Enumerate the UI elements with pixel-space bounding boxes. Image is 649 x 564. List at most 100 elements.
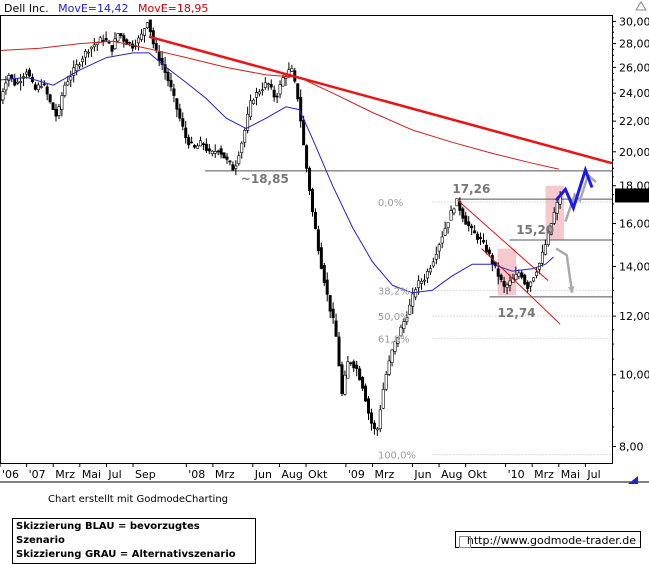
candle-body — [481, 240, 485, 243]
candle-body — [399, 326, 403, 337]
candle-body — [193, 145, 197, 148]
x-tick-label: Jun — [413, 468, 431, 481]
candle-body — [237, 155, 241, 164]
candle-body — [140, 33, 144, 40]
candle-body — [207, 148, 211, 152]
x-tick-label: Mai — [82, 468, 101, 481]
candle-body — [48, 94, 52, 103]
candle-body — [69, 76, 73, 81]
candle-body — [343, 374, 347, 395]
candle-body — [13, 78, 17, 86]
candle-body — [523, 274, 527, 285]
candle-body — [308, 167, 312, 192]
x-tick-label: '06 — [2, 468, 19, 481]
y-tick-label: 20,00 — [619, 146, 649, 159]
candle-body — [225, 156, 229, 160]
y-tick-label: 28,00 — [619, 38, 649, 51]
candle-body — [396, 337, 400, 344]
candle-body — [325, 279, 329, 295]
candle-body — [390, 349, 394, 364]
candle-body — [25, 71, 29, 75]
candle-body — [254, 92, 258, 98]
candle-body — [349, 362, 353, 364]
x-tick-label: Jul — [586, 468, 600, 481]
title-symbol: Dell Inc. — [4, 2, 49, 15]
y-tick-label: 26,00 — [619, 61, 649, 74]
candle-body — [110, 45, 114, 52]
candle-body — [101, 40, 105, 42]
candle-body — [434, 253, 438, 260]
candle-body — [378, 409, 382, 429]
candle-body — [181, 118, 185, 127]
candle-body — [505, 284, 509, 288]
y-tick-label: 24,00 — [619, 87, 649, 100]
candle-body — [72, 67, 76, 76]
fib-label: 0,0% — [378, 198, 403, 209]
candle-body — [201, 143, 205, 146]
candle-body — [89, 46, 93, 50]
candle-body — [219, 148, 223, 155]
candle-body — [166, 71, 170, 82]
candle-body — [281, 77, 285, 87]
candle-body — [549, 223, 553, 235]
candle-body — [375, 428, 379, 431]
candle-body — [142, 28, 146, 36]
candle-body — [172, 88, 176, 96]
candle-body — [514, 274, 518, 281]
scenario-gray-arrowhead — [567, 286, 575, 293]
candle-body — [449, 210, 453, 221]
candle-body — [231, 164, 235, 171]
candle-body — [340, 364, 344, 394]
channel-lower-line — [481, 248, 561, 325]
candle-body — [216, 150, 220, 153]
candle-body — [213, 151, 217, 154]
scenario-legend: Skizzierung BLAU = bevorzugtes Szenario … — [12, 518, 256, 564]
candle-body — [269, 83, 273, 88]
candle-body — [284, 76, 288, 79]
candle-body — [113, 38, 117, 49]
source-url[interactable]: http://www.godmode-trader.de — [455, 531, 641, 548]
candle-body — [446, 222, 450, 228]
plot-frame — [0, 15, 613, 464]
title-ema-short: MovE=14,42 — [58, 2, 128, 15]
candle-body — [428, 268, 432, 273]
highlight-zone — [497, 248, 517, 296]
fib-label: 100,0% — [378, 451, 416, 462]
candle-body — [222, 152, 226, 159]
x-tick-label: '09 — [348, 468, 365, 481]
channel-upper-line — [457, 199, 549, 281]
candle-body — [157, 51, 161, 62]
candle-body — [190, 141, 194, 144]
candle-body — [526, 282, 530, 289]
candle-body — [437, 244, 441, 252]
candle-body — [184, 127, 188, 139]
candle-body — [33, 84, 37, 90]
chart-title: Dell Inc. MovE=14,42 MovE=18,95 — [4, 2, 208, 15]
level-label: 17,26 — [452, 182, 490, 196]
candle-body — [540, 251, 544, 264]
candle-body — [145, 22, 149, 28]
candle-body — [116, 33, 120, 42]
candle-body — [443, 228, 447, 236]
candle-body — [104, 37, 108, 41]
candle-body — [95, 42, 99, 45]
candle-body — [473, 230, 477, 234]
candle-body — [532, 277, 536, 282]
candle-body — [487, 249, 491, 254]
candle-body — [305, 145, 309, 169]
candle-body — [272, 89, 276, 98]
candle-body — [128, 41, 132, 44]
x-tick-label: '08 — [188, 468, 205, 481]
scenario-blue-path — [554, 165, 594, 213]
candle-body — [45, 86, 49, 95]
ema-long-line — [0, 40, 559, 170]
candle-body — [316, 229, 320, 252]
candle-body — [502, 281, 506, 287]
candle-body — [302, 119, 306, 146]
candle-body — [57, 106, 61, 116]
candle-body — [508, 280, 512, 286]
candle-body — [517, 272, 521, 277]
x-tick-label: Mrz — [375, 468, 395, 481]
candle-body — [234, 165, 238, 169]
